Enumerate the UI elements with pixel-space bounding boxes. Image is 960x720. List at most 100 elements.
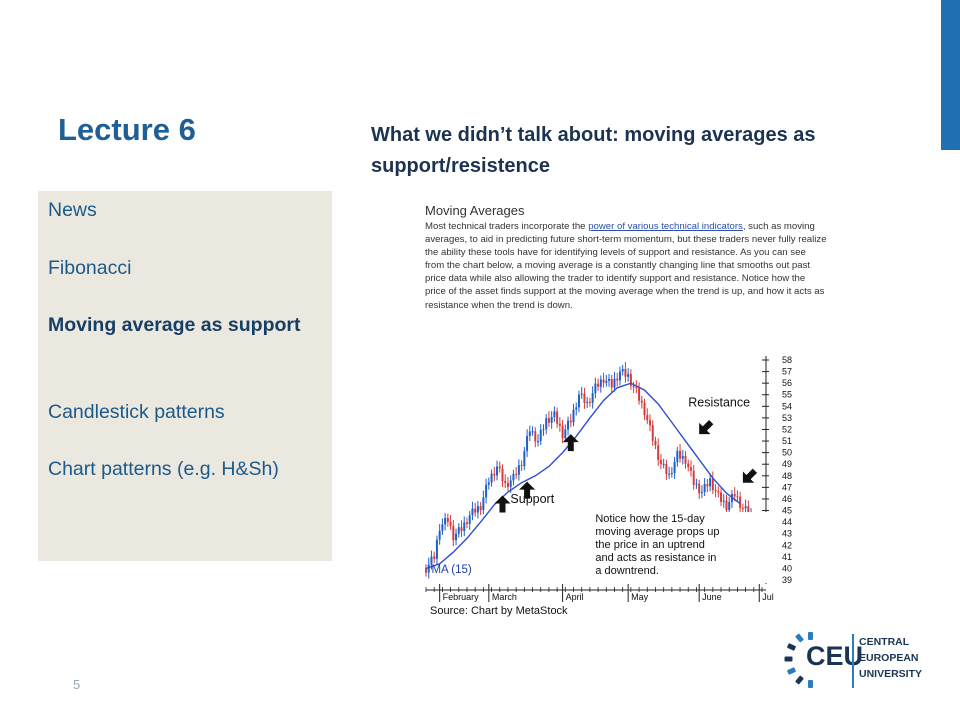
candle-body <box>567 420 570 430</box>
candle-body <box>496 466 499 476</box>
y-tick-label: 55 <box>782 390 792 400</box>
logo-line-central: CENTRAL <box>859 636 910 648</box>
candle-body <box>725 500 728 511</box>
candle-body <box>460 527 463 532</box>
candle-body <box>679 450 682 459</box>
article-heading: Moving Averages <box>425 203 525 218</box>
candle-body <box>493 473 496 476</box>
y-tick-label: 40 <box>782 563 792 573</box>
chart-source: Source: Chart by MetaStock <box>430 605 568 617</box>
note-line: moving average props up <box>595 526 719 538</box>
candle-body <box>523 451 526 467</box>
candle-body <box>624 368 627 377</box>
ceu-logo: CEU CENTRAL EUROPEAN UNIVERSITY <box>784 630 936 692</box>
candle-body <box>602 379 605 383</box>
candle-body <box>452 525 455 541</box>
logo-ray <box>784 656 793 662</box>
candle-body <box>744 506 747 509</box>
logo-line-european: EUROPEAN <box>859 652 919 664</box>
candle-body <box>531 431 534 433</box>
candle-body <box>638 388 641 401</box>
candle-body <box>539 429 542 442</box>
candle-body <box>577 394 580 408</box>
candle-body <box>435 539 438 559</box>
candle-body <box>468 515 471 524</box>
candle-body <box>427 564 430 573</box>
x-tick-label: June <box>702 592 722 602</box>
logo-line-university: UNIVERSITY <box>859 668 923 680</box>
y-tick-label: 42 <box>782 540 792 550</box>
candle-body <box>627 374 630 377</box>
x-tick-label: April <box>566 592 584 602</box>
y-tick-label: 53 <box>782 413 792 423</box>
candle-body <box>684 455 687 464</box>
candle-body <box>698 483 701 494</box>
resistance-arrow-shape <box>742 468 758 483</box>
note-background <box>591 512 780 584</box>
candle-body <box>733 494 736 497</box>
slide-subtitle: What we didn’t talk about: moving averag… <box>371 124 816 177</box>
candle-body <box>534 431 537 442</box>
candle-body <box>681 455 684 459</box>
lecture-title: Lecture 6 <box>58 112 196 147</box>
candle-body <box>665 463 668 475</box>
ma-label: MA (15) <box>431 564 471 576</box>
candle-body <box>457 527 460 534</box>
y-tick-label: 48 <box>782 471 792 481</box>
candle-body <box>722 500 725 502</box>
candle-body <box>517 465 520 475</box>
resistance-arrow <box>699 419 714 435</box>
y-tick-label: 58 <box>782 355 792 365</box>
candle-body <box>588 401 591 403</box>
candle-body <box>654 440 657 446</box>
candle-body <box>695 483 698 485</box>
y-tick-label: 46 <box>782 494 792 504</box>
candle-body <box>455 533 458 541</box>
candle-body <box>561 425 564 439</box>
technical-indicators-link[interactable]: power of various technical indicators <box>588 221 743 232</box>
candle-body <box>444 517 447 525</box>
logo-ray <box>786 643 797 651</box>
candle-body <box>569 420 572 423</box>
candle-body <box>471 508 474 516</box>
candle-body <box>509 480 512 487</box>
candle-body <box>700 492 703 494</box>
candle-body <box>425 568 427 573</box>
candle-body <box>657 445 660 460</box>
logo-ray <box>808 632 813 640</box>
candle-body <box>741 507 744 509</box>
candle-body <box>728 502 731 511</box>
candle-body <box>449 521 452 526</box>
candle-body <box>649 420 651 426</box>
candle-body <box>476 506 479 513</box>
candle-body <box>640 400 643 403</box>
candle-body <box>651 425 654 441</box>
x-tick-label: May <box>631 592 649 602</box>
candle-body <box>659 459 662 465</box>
candle-body <box>504 480 507 483</box>
candle-body <box>632 385 635 388</box>
topic-fibonacci: Fibonacci <box>48 257 132 279</box>
candle-body <box>430 556 433 565</box>
candle-body <box>556 411 559 424</box>
page-number: 5 <box>73 677 81 692</box>
candle-body <box>550 417 553 423</box>
candle-body <box>616 378 619 381</box>
resistance-label: Resistance <box>688 395 750 409</box>
candle-body <box>608 378 611 381</box>
candle-body <box>537 441 539 443</box>
article-text-end: , such as moving averages, to aid in pre… <box>425 221 827 311</box>
y-tick-label: 41 <box>782 552 792 562</box>
candle-body <box>441 524 444 531</box>
candle-body <box>714 489 717 492</box>
candle-body <box>465 522 468 524</box>
topic-chart-patterns: Chart patterns (e.g. H&Sh) <box>48 458 279 480</box>
y-tick-label: 56 <box>782 378 792 388</box>
candle-body <box>482 497 485 511</box>
logo-mark: CEU <box>806 641 864 671</box>
y-tick-label: 44 <box>782 517 792 527</box>
candle-body <box>736 496 739 498</box>
candle-body <box>438 530 441 540</box>
candle-body <box>668 473 671 475</box>
